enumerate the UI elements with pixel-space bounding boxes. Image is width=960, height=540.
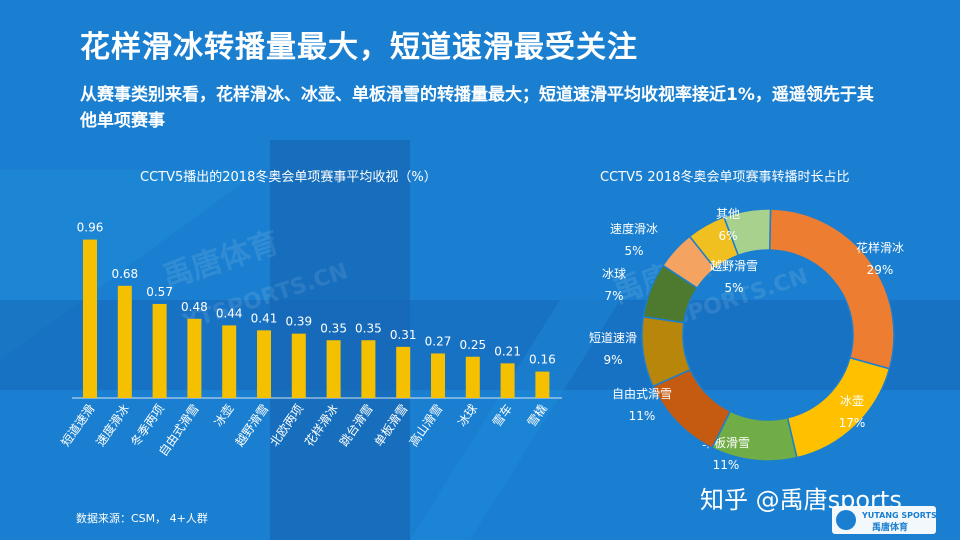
donut-slice-1 — [786, 356, 891, 459]
bar-9 — [396, 346, 411, 398]
donut-slice-name-4: 短道速滑 — [589, 331, 637, 345]
bar-value-label-4: 0.44 — [216, 306, 243, 320]
bar-value-label-1: 0.68 — [111, 267, 138, 281]
donut-slice-pct-0: 29% — [867, 263, 894, 277]
donut-slice-pct-1: 17% — [839, 416, 866, 430]
donut-slice-name-8: 其他 — [716, 207, 740, 221]
donut-slice-name-7: 越野滑雪 — [710, 259, 758, 273]
bar-value-label-10: 0.27 — [425, 334, 452, 348]
bar-value-label-13: 0.16 — [529, 353, 556, 367]
slide-title: 花样滑冰转播量最大，短道速滑最受关注 — [80, 30, 638, 65]
bar-11 — [465, 356, 480, 398]
bar-value-label-7: 0.35 — [320, 321, 347, 335]
bar-13 — [535, 371, 550, 398]
donut-slice-pct-7: 5% — [724, 281, 743, 295]
donut-slice-0 — [768, 208, 895, 370]
donut-slice-pct-4: 9% — [603, 353, 622, 367]
bar-0 — [83, 239, 97, 398]
donut-slice-pct-3: 11% — [629, 409, 656, 423]
bar-chart-title: CCTV5播出的2018冬奥会单项赛事平均收视（%） — [140, 170, 437, 185]
bg-diagonal-stripe — [410, 300, 620, 540]
bar-4 — [222, 325, 237, 398]
bar-3 — [187, 318, 202, 398]
bar-2 — [152, 303, 167, 398]
donut-chart-title: CCTV5 2018冬奥会单项赛事转播时长占比 — [600, 170, 850, 185]
bar-5 — [257, 330, 271, 398]
bar-value-label-12: 0.21 — [494, 344, 521, 358]
bar-value-label-9: 0.31 — [390, 328, 417, 342]
donut-slice-name-3: 自由式滑雪 — [612, 387, 672, 401]
bar-1 — [117, 285, 132, 398]
logo-text-en: YUTANG SPORTS — [861, 511, 936, 520]
donut-slice-8 — [723, 208, 772, 257]
bar-value-label-8: 0.35 — [355, 321, 382, 335]
yutang-sports-logo: YUTANG SPORTS 禹唐体育 — [832, 506, 936, 534]
bar-12 — [500, 363, 515, 398]
bar-value-label-11: 0.25 — [459, 338, 486, 352]
donut-slice-name-0: 花样滑冰 — [856, 240, 904, 255]
bar-value-label-6: 0.39 — [285, 315, 312, 329]
donut-slice-pct-8: 6% — [718, 229, 737, 243]
logo-text-cn: 禹唐体育 — [872, 521, 908, 533]
bar-10 — [431, 353, 445, 398]
bar-value-label-0: 0.96 — [77, 221, 104, 235]
bar-6 — [291, 333, 306, 398]
bar-value-label-5: 0.41 — [251, 311, 278, 325]
donut-slice-name-6: 速度滑冰 — [610, 221, 658, 236]
donut-slice-pct-2: 11% — [713, 458, 740, 472]
bar-7 — [326, 340, 341, 398]
bar-8 — [361, 340, 376, 398]
donut-slice-name-1: 冰壶 — [840, 393, 864, 408]
bar-value-label-2: 0.57 — [146, 285, 173, 299]
data-source-note: 数据来源：CSM， 4+人群 — [76, 512, 208, 525]
donut-slice-pct-6: 5% — [624, 244, 643, 258]
donut-slice-name-5: 冰球 — [602, 267, 626, 281]
bar-value-label-3: 0.48 — [181, 300, 208, 314]
slide-subtitle: 从赛事类别来看，花样滑冰、冰壶、单板滑雪的转播量最大；短道速滑平均收视率接近1%… — [80, 85, 874, 131]
donut-slice-pct-5: 7% — [604, 289, 623, 303]
